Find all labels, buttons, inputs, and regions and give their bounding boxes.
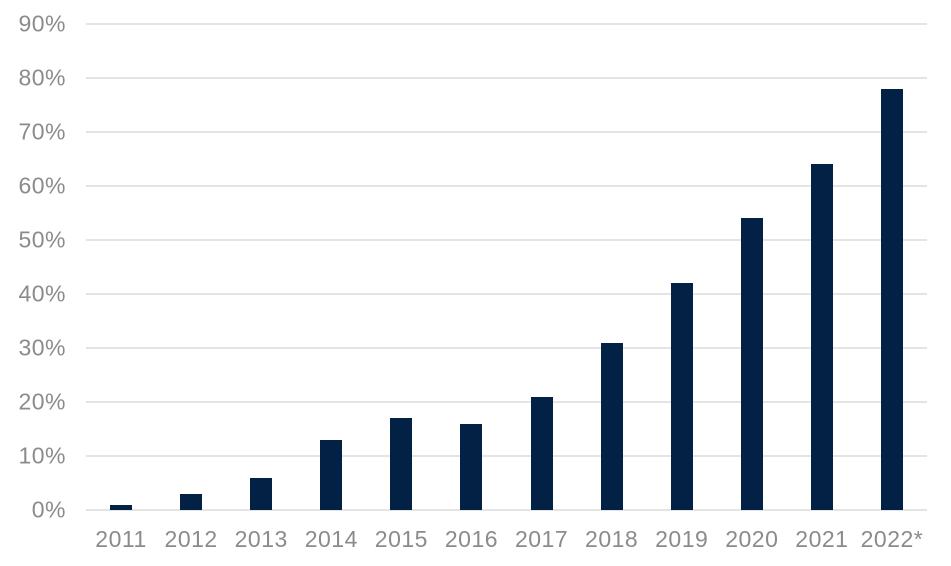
- y-tick-label-70%: 70%: [18, 118, 66, 145]
- x-tick-label-2011: 2011: [95, 526, 147, 552]
- y-tick-label-10%: 10%: [18, 442, 66, 469]
- gridline-0%: [86, 509, 927, 511]
- y-tick-label-0%: 0%: [31, 496, 66, 523]
- gridline-80%: [86, 77, 927, 79]
- x-tick-label-2012: 2012: [164, 526, 218, 552]
- x-tick-label-2022*: 2022*: [860, 526, 924, 552]
- bar-2012: [180, 493, 203, 510]
- gridline-10%: [86, 455, 927, 457]
- bar-2021: [810, 164, 833, 510]
- gridline-50%: [86, 239, 927, 241]
- y-tick-label-90%: 90%: [18, 10, 66, 37]
- y-tick-label-60%: 60%: [18, 172, 66, 199]
- y-tick-label-30%: 30%: [18, 334, 66, 361]
- x-tick-label-2014: 2014: [304, 526, 358, 552]
- gridline-60%: [86, 185, 927, 187]
- x-tick-label-2021: 2021: [795, 526, 849, 552]
- gridline-90%: [86, 23, 927, 25]
- x-tick-label-2017: 2017: [514, 526, 569, 552]
- x-tick-label-2020: 2020: [725, 526, 779, 552]
- gridline-20%: [86, 401, 927, 403]
- bar-2022*: [880, 88, 903, 510]
- gridline-30%: [86, 347, 927, 349]
- bar-2020: [740, 218, 763, 510]
- bar-2019: [670, 283, 693, 510]
- y-tick-label-40%: 40%: [18, 280, 66, 307]
- bar-2018: [600, 342, 623, 510]
- x-tick-label-2016: 2016: [444, 526, 499, 552]
- x-tick-label-2018: 2018: [585, 526, 639, 552]
- bar-2015: [390, 418, 413, 510]
- bar-2013: [250, 477, 273, 510]
- bar-2011: [110, 504, 133, 510]
- gridline-70%: [86, 131, 927, 133]
- bar-2017: [530, 396, 553, 510]
- y-tick-label-50%: 50%: [18, 226, 66, 253]
- x-tick-label-2015: 2015: [374, 526, 428, 552]
- x-tick-label-2013: 2013: [234, 526, 288, 552]
- gridline-40%: [86, 293, 927, 295]
- x-tick-label-2019: 2019: [655, 526, 709, 552]
- bar-2016: [460, 423, 483, 510]
- y-tick-label-80%: 80%: [18, 64, 66, 91]
- bar-2014: [320, 439, 343, 510]
- y-tick-label-20%: 20%: [18, 388, 66, 415]
- plot-area: [86, 23, 927, 511]
